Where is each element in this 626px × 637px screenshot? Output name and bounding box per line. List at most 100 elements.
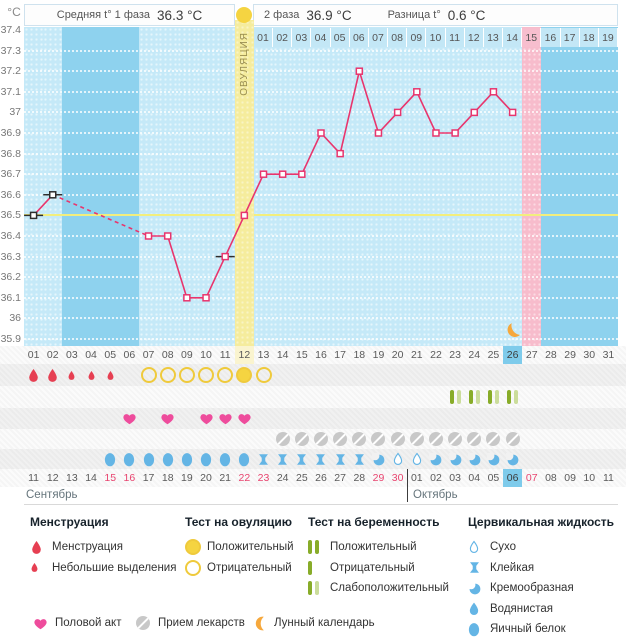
dpo-cell[interactable]: 15 xyxy=(522,28,542,47)
cycle-day-cell[interactable]: 22 xyxy=(430,349,442,361)
date-cell[interactable]: 24 xyxy=(276,472,289,484)
date-cell[interactable]: 21 xyxy=(219,472,232,484)
cycle-day-cell[interactable]: 19 xyxy=(372,349,385,361)
date-cell[interactable]: 06 xyxy=(503,469,523,487)
cycle-day-cell[interactable]: 27 xyxy=(525,349,538,361)
cycle-day-cell[interactable]: 02 xyxy=(46,349,59,361)
y-axis-tick-label: 35.9 xyxy=(0,333,21,345)
cycle-day-cell[interactable]: 01 xyxy=(27,349,40,361)
date-cell[interactable]: 04 xyxy=(468,472,481,484)
cycle-day-cell[interactable]: 07 xyxy=(142,349,155,361)
ovulation-test-negative-icon xyxy=(254,364,273,386)
date-cell[interactable]: 12 xyxy=(46,472,59,484)
cycle-day-cell[interactable]: 29 xyxy=(564,349,576,361)
pregnancy-test-row xyxy=(0,386,626,408)
cycle-day-cell[interactable]: 13 xyxy=(257,349,270,361)
dpo-cell[interactable]: 07 xyxy=(368,28,389,47)
dpo-cell[interactable]: 02 xyxy=(273,28,293,47)
date-cell[interactable]: 28 xyxy=(353,472,366,484)
dpo-cell[interactable]: 11 xyxy=(445,28,465,47)
legend-item: Слабоположительный xyxy=(308,578,468,599)
dpo-cell[interactable]: 13 xyxy=(483,28,504,47)
cycle-day-cell[interactable]: 10 xyxy=(200,349,212,361)
date-cell[interactable]: 10 xyxy=(583,472,596,484)
dpo-cell[interactable]: 03 xyxy=(292,28,312,47)
date-cell[interactable]: 08 xyxy=(545,472,557,484)
cycle-day-cell[interactable]: 15 xyxy=(295,349,308,361)
date-row xyxy=(0,469,626,487)
legend-item-label: Отрицательный xyxy=(330,561,415,574)
cycle-day-cell[interactable]: 12 xyxy=(234,346,254,364)
ovulation-test-positive-icon xyxy=(235,364,254,386)
cervical-creamy-icon xyxy=(369,449,388,469)
dpo-cell[interactable]: 01 xyxy=(253,28,274,47)
cycle-day-cell[interactable]: 17 xyxy=(334,349,346,361)
date-cell[interactable]: 18 xyxy=(161,472,174,484)
cycle-day-cell[interactable]: 28 xyxy=(545,349,557,361)
dpo-cell[interactable]: 09 xyxy=(407,28,427,47)
legend-column-title: Тест на овуляцию xyxy=(185,515,292,529)
cycle-day-cell[interactable]: 06 xyxy=(123,349,136,361)
ovulation-test-negative-icon xyxy=(177,364,196,386)
cycle-day-cell[interactable]: 25 xyxy=(487,349,500,361)
date-cell[interactable]: 15 xyxy=(104,472,117,484)
cycle-day-cell[interactable]: 04 xyxy=(85,349,97,361)
cycle-day-cell[interactable]: 18 xyxy=(353,349,366,361)
menstruation-ovulation-test-row xyxy=(0,364,626,386)
date-cell[interactable]: 05 xyxy=(487,472,500,484)
dpo-cell[interactable]: 14 xyxy=(503,28,523,47)
cycle-day-cell[interactable]: 24 xyxy=(468,349,481,361)
y-axis-tick-label: 37.3 xyxy=(0,44,21,57)
date-cell[interactable]: 23 xyxy=(257,472,270,484)
cycle-day-cell[interactable]: 11 xyxy=(219,349,231,361)
cycle-day-cell[interactable]: 03 xyxy=(66,349,78,361)
cervical-dry-icon xyxy=(407,449,426,469)
date-cell[interactable]: 22 xyxy=(238,472,251,484)
y-axis-tick-label: 36.9 xyxy=(0,127,21,139)
date-cell[interactable]: 07 xyxy=(525,472,538,484)
date-cell[interactable]: 13 xyxy=(66,472,78,484)
cycle-day-cell[interactable]: 08 xyxy=(161,349,174,361)
dpo-cell[interactable]: 12 xyxy=(464,28,484,47)
dpo-cell[interactable]: 16 xyxy=(541,28,561,47)
medication-pill-icon xyxy=(465,429,484,449)
cervical-sticky-icon xyxy=(273,449,292,469)
date-cell[interactable]: 27 xyxy=(334,472,346,484)
date-cell[interactable]: 01 xyxy=(410,472,423,484)
date-cell[interactable]: 02 xyxy=(430,472,442,484)
date-cell[interactable]: 09 xyxy=(564,472,576,484)
date-cell[interactable]: 25 xyxy=(295,472,308,484)
cycle-day-cell[interactable]: 14 xyxy=(276,349,289,361)
legend-item: Небольшие выделения xyxy=(30,558,190,579)
dpo-cell[interactable]: 19 xyxy=(598,28,618,47)
date-cell[interactable]: 11 xyxy=(28,472,40,484)
cycle-day-cell[interactable]: 09 xyxy=(181,349,193,361)
dpo-cell[interactable]: 05 xyxy=(330,28,350,47)
dpo-cell[interactable]: 04 xyxy=(311,28,331,47)
dpo-cell[interactable]: 10 xyxy=(426,28,446,47)
bars-dark-light-icon xyxy=(308,581,330,596)
dpo-cell[interactable]: 17 xyxy=(560,28,580,47)
cycle-day-cell[interactable]: 20 xyxy=(391,349,404,361)
dpo-cell[interactable]: 06 xyxy=(349,28,369,47)
dpo-cell[interactable]: 18 xyxy=(579,28,599,47)
date-cell[interactable]: 03 xyxy=(449,472,461,484)
cycle-day-cell[interactable]: 26 xyxy=(503,346,523,364)
date-cell[interactable]: 14 xyxy=(85,472,97,484)
date-cell[interactable]: 11 xyxy=(602,472,614,484)
cycle-day-cell[interactable]: 30 xyxy=(583,349,596,361)
date-cell[interactable]: 20 xyxy=(200,472,212,484)
date-cell[interactable]: 29 xyxy=(372,472,385,484)
cycle-day-cell[interactable]: 05 xyxy=(104,349,117,361)
cycle-day-cell[interactable]: 21 xyxy=(410,349,423,361)
date-cell[interactable]: 17 xyxy=(142,472,155,484)
date-cell[interactable]: 30 xyxy=(391,472,404,484)
cycle-day-cell[interactable]: 31 xyxy=(602,349,615,361)
date-cell[interactable]: 16 xyxy=(123,472,136,484)
date-cell[interactable]: 19 xyxy=(181,472,193,484)
measured-day-column xyxy=(24,27,44,346)
cycle-day-cell[interactable]: 23 xyxy=(449,349,461,361)
date-cell[interactable]: 26 xyxy=(315,472,327,484)
cycle-day-cell[interactable]: 16 xyxy=(315,349,327,361)
dpo-cell[interactable]: 08 xyxy=(388,28,408,47)
